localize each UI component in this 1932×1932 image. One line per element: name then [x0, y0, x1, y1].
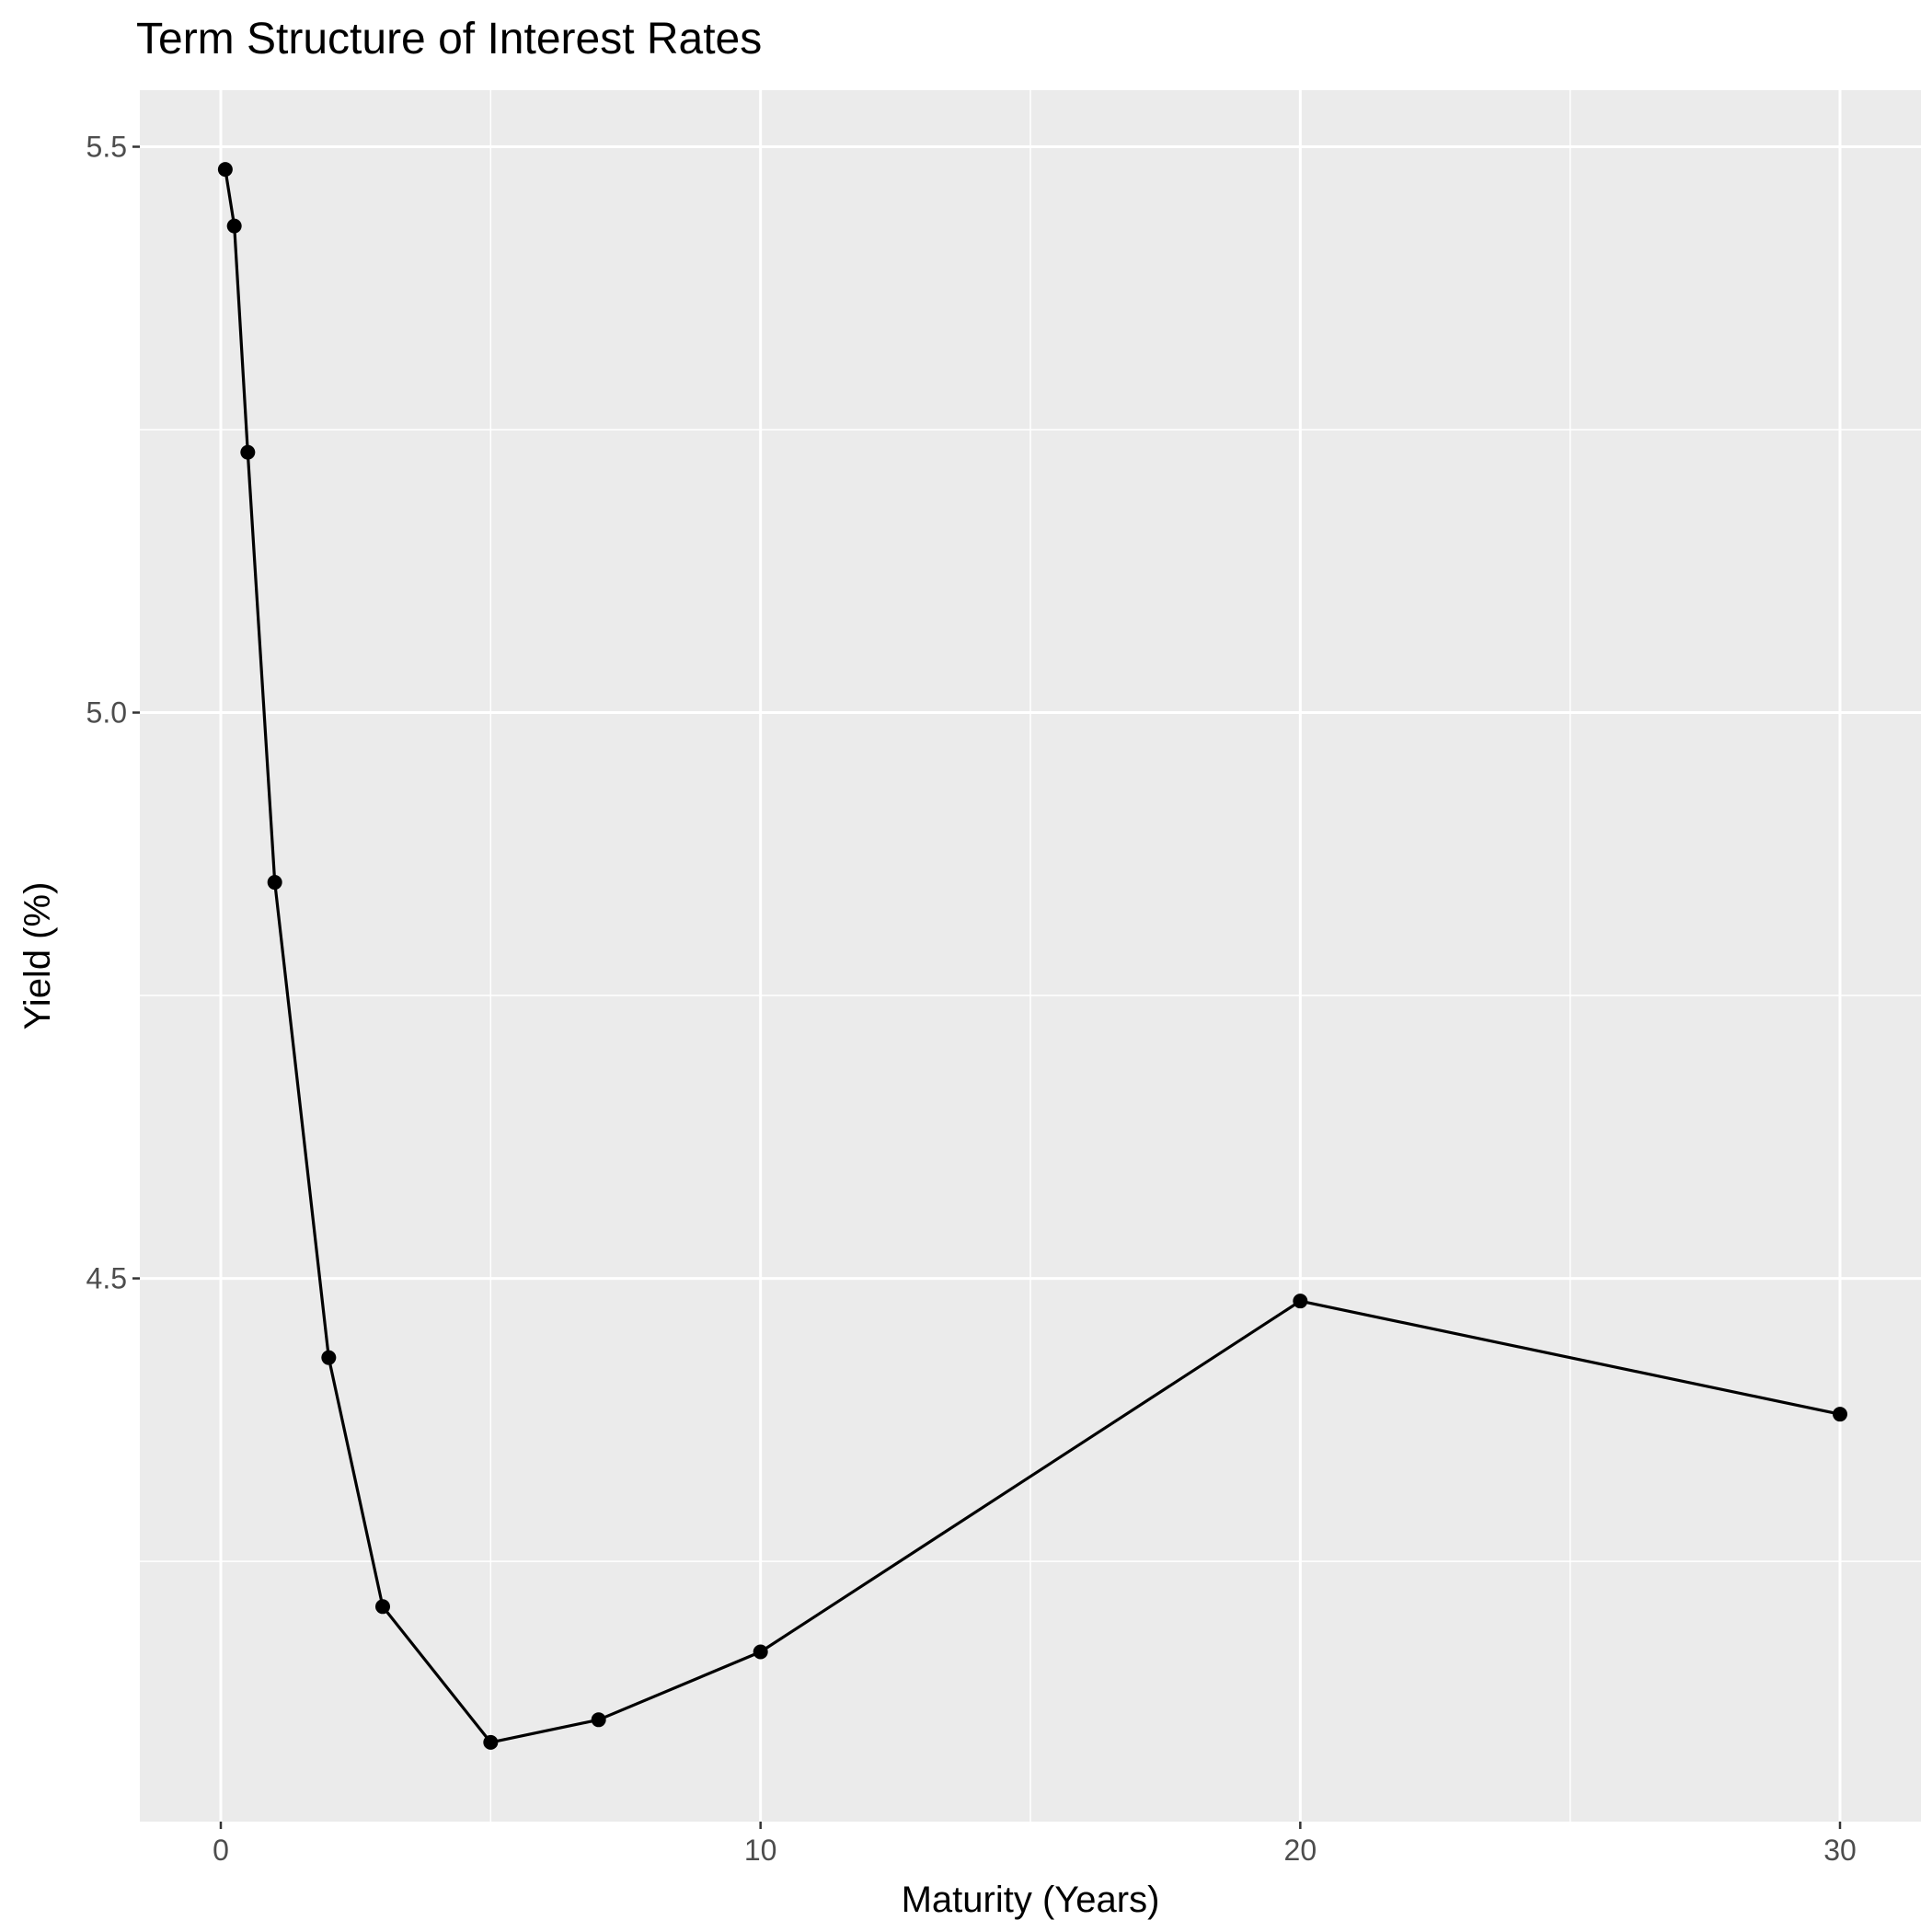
x-tick-label: 20	[1284, 1834, 1317, 1867]
data-point	[483, 1734, 499, 1750]
y-tick-label: 4.5	[86, 1262, 127, 1295]
grid-lines	[140, 90, 1921, 1822]
data-point	[226, 218, 242, 234]
data-point	[1833, 1407, 1847, 1422]
x-tick-label: 0	[213, 1834, 229, 1867]
data-point	[375, 1599, 390, 1615]
x-axis-title: Maturity (Years)	[902, 1880, 1160, 1920]
y-axis-title: Yield (%)	[17, 882, 58, 1030]
data-point	[753, 1644, 768, 1660]
y-tick-label: 5.0	[86, 696, 127, 730]
data-point	[591, 1712, 606, 1728]
data-point	[240, 444, 256, 460]
series-layer	[217, 162, 1847, 1750]
y-tick-label: 5.5	[86, 131, 127, 164]
data-point	[267, 875, 282, 891]
axes: 0 10 20 30 4.5 5.0 5.5	[86, 131, 1857, 1867]
x-tick-label: 10	[744, 1834, 777, 1867]
x-tick-label: 30	[1823, 1834, 1857, 1867]
data-point	[321, 1350, 337, 1365]
chart-title: Term Structure of Interest Rates	[136, 15, 762, 63]
data-point	[1293, 1294, 1308, 1309]
data-point	[217, 162, 233, 178]
